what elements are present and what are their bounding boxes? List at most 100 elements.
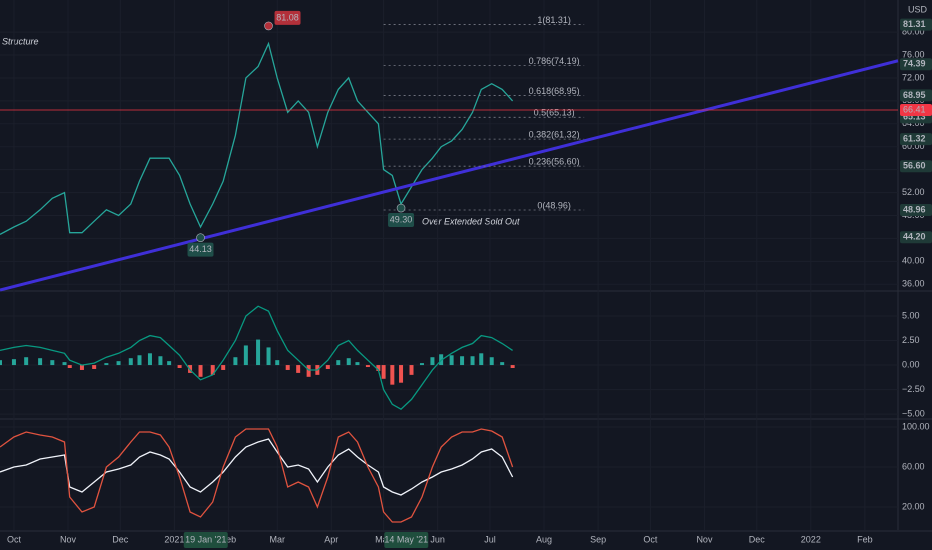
y-tick-label: −2.50 [902,384,925,394]
x-tick-label: Oct [643,534,658,544]
price-label-box [900,58,932,71]
histogram-bar [256,339,261,366]
histogram-bar [147,353,152,366]
x-tick-label: May [375,534,393,544]
histogram-bar [221,365,226,370]
annotation-marker [264,21,273,31]
series-line [0,41,514,235]
y-tick-label: 0.00 [902,359,920,369]
price-label-box [900,89,932,102]
annotation-label: 81.08 [276,12,299,22]
price-label: 81.31 [903,19,926,29]
annotation-box [274,10,301,25]
histogram-bar [365,365,370,368]
histogram-bar [390,365,395,385]
y-tick-label: 40.00 [902,256,925,266]
x-tick-label: Dec [749,534,766,544]
histogram-bar [325,365,330,369]
price-label-box [900,133,932,146]
histogram-bar [336,360,341,366]
x-tick-label: Mar [269,534,285,544]
histogram-bar [470,356,475,366]
histogram-bar [275,360,280,366]
histogram-bar [92,365,97,369]
histogram-bar [409,365,414,375]
annotation-box [187,242,214,257]
histogram-bar [24,357,29,366]
histogram-bar [449,355,454,366]
x-tick-label: Aug [536,534,552,544]
histogram-bar [306,365,311,377]
price-label: 44.20 [903,232,926,242]
price-label-box [900,203,932,216]
annotation-box [388,213,415,228]
series-line [0,305,513,410]
y-tick-label: 2.50 [902,335,920,345]
price-label: 56.60 [903,161,926,171]
histogram-bar [62,362,67,366]
histogram-bar [243,345,248,366]
histogram-bar [381,365,386,379]
crosshair-label-box [183,532,228,548]
histogram-bar [489,357,494,366]
currency: USD [908,4,928,14]
histogram-bar [137,355,142,366]
series-line [0,438,514,496]
x-tick-label: Apr [324,534,338,544]
histogram-bar [198,365,203,377]
histogram-bar [430,357,435,366]
y-tick-label: 72.00 [902,72,925,82]
x-tick-label: Feb [221,534,237,544]
last-price-box [900,103,932,116]
histogram-bar [104,363,109,366]
fib-label: 0(48.96) [537,200,571,210]
fib-label: 0.618(68.95) [529,86,580,96]
histogram-bar [285,365,290,370]
fib-label: 0.5(65.13) [534,108,575,118]
histogram-bar [355,362,360,366]
fib-label: 1(81.31) [537,15,571,25]
y-tick-label: 5.00 [902,310,920,320]
fib-label: 0.382(61.32) [529,130,580,140]
histogram-bar [38,358,43,366]
histogram-bar [128,358,133,366]
note: Over Extended Sold Out [422,216,520,226]
histogram-bar [79,365,84,370]
y-tick-label: 20.00 [902,501,925,511]
price-label: 68.95 [903,90,926,100]
histogram-bar [346,358,351,366]
crosshair-label: 19 Jan '21 [185,534,226,544]
annotation-label: 44.13 [189,244,212,254]
y-tick-label: 52.00 [902,187,925,197]
histogram-bar [210,365,215,375]
y-tick-label: 60.00 [902,141,925,151]
trend-line [0,59,899,292]
annotation-label: 49.30 [390,214,413,224]
x-tick-label: 2021 [164,534,184,544]
histogram-bar [399,365,404,383]
histogram-bar [116,361,121,366]
histogram-bar [233,357,238,366]
histogram-bar [50,360,55,366]
y-tick-label: 80.00 [902,26,925,36]
annotation-marker [396,203,406,213]
histogram-bar [266,347,271,366]
y-tick-label: −5.00 [902,408,925,418]
annotation-marker [196,233,205,242]
x-tick-label: Jun [430,534,445,544]
histogram-bar [11,359,16,366]
histogram-bar [460,356,465,366]
x-tick-label: Nov [60,534,77,544]
histogram-bar [296,365,301,373]
crosshair-label-box [384,532,429,548]
price-label: 48.96 [903,204,926,214]
y-tick-label: 60.00 [902,461,925,471]
price-label-box [900,18,932,31]
x-tick-label: Dec [112,534,129,544]
histogram-bar [177,365,182,368]
histogram-bar [167,361,172,366]
y-tick-label: 36.00 [902,279,925,289]
x-tick-label: Sep [590,534,606,544]
